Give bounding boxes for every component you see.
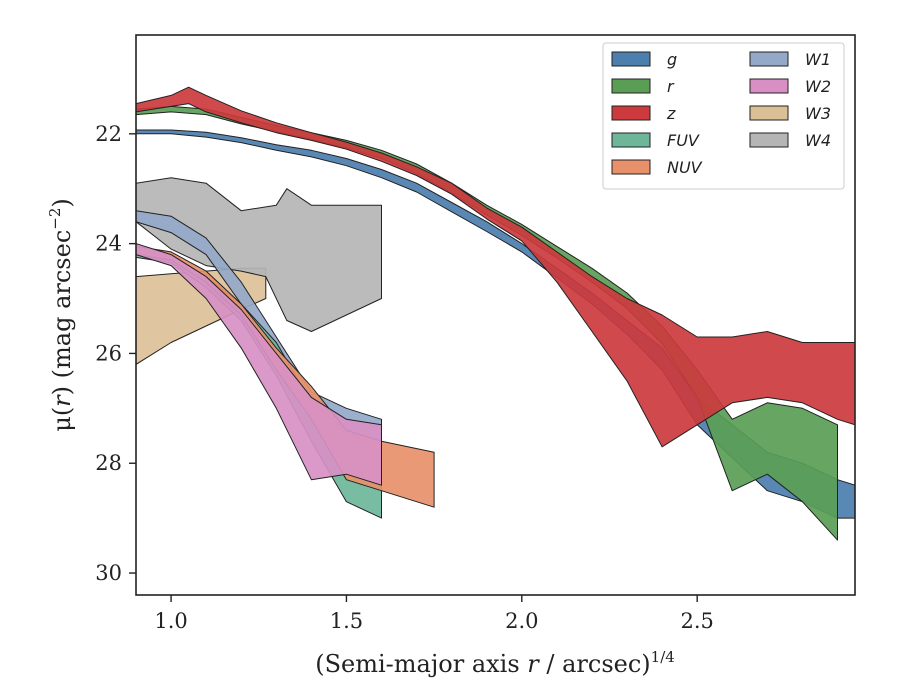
y-tick-label-28: 28 [95, 451, 122, 475]
y-tick-label-26: 26 [95, 341, 122, 365]
legend-swatch-z [611, 105, 651, 121]
band-z [136, 86, 855, 448]
x-tick-label-2-0: 2.0 [505, 609, 538, 633]
legend-label-w3: W3 [805, 104, 831, 123]
y-axis-label: μ(r) (mag arcsec−2) [46, 198, 76, 432]
y-tick-label-22: 22 [95, 122, 122, 146]
x-axis: 1.0 1.5 2.0 2.5 [154, 595, 714, 633]
x-tick-label-1-5: 1.5 [330, 609, 363, 633]
legend-label-r: r [667, 77, 675, 96]
legend-label-z: z [666, 104, 676, 123]
band-w2 [136, 243, 382, 486]
plot-frame [135, 34, 856, 596]
series-bands [136, 86, 855, 541]
band-w4 [136, 177, 382, 332]
legend: grz FUV NUV W1 W2 W3 W4 [602, 42, 845, 190]
y-tick-label-30: 30 [95, 561, 122, 585]
legend-swatch-w2 [749, 78, 789, 94]
legend-swatch-fuv [611, 132, 651, 148]
legend-label-nuv: NUV [667, 158, 703, 177]
legend-swatch-r [611, 78, 651, 94]
legend-label-w4: W4 [805, 131, 831, 150]
x-tick-label-2-5: 2.5 [680, 609, 713, 633]
y-axis: 22 24 26 28 30 [95, 122, 136, 585]
legend-swatch-g [611, 51, 651, 67]
legend-swatch-w3 [749, 105, 789, 121]
legend-label-w2: W2 [805, 77, 831, 96]
legend-swatch-w4 [749, 132, 789, 148]
legend-swatch-nuv [611, 159, 651, 175]
legend-swatch-w1 [749, 51, 789, 67]
x-tick-label-1-0: 1.0 [154, 609, 187, 633]
legend-label-w1: W1 [805, 50, 831, 69]
legend-label-fuv: FUV [667, 131, 700, 150]
legend-label-g: g [667, 50, 677, 69]
x-axis-label: (Semi-major axis r / arcsec)1/4 [315, 648, 675, 678]
y-tick-label-24: 24 [95, 232, 122, 256]
